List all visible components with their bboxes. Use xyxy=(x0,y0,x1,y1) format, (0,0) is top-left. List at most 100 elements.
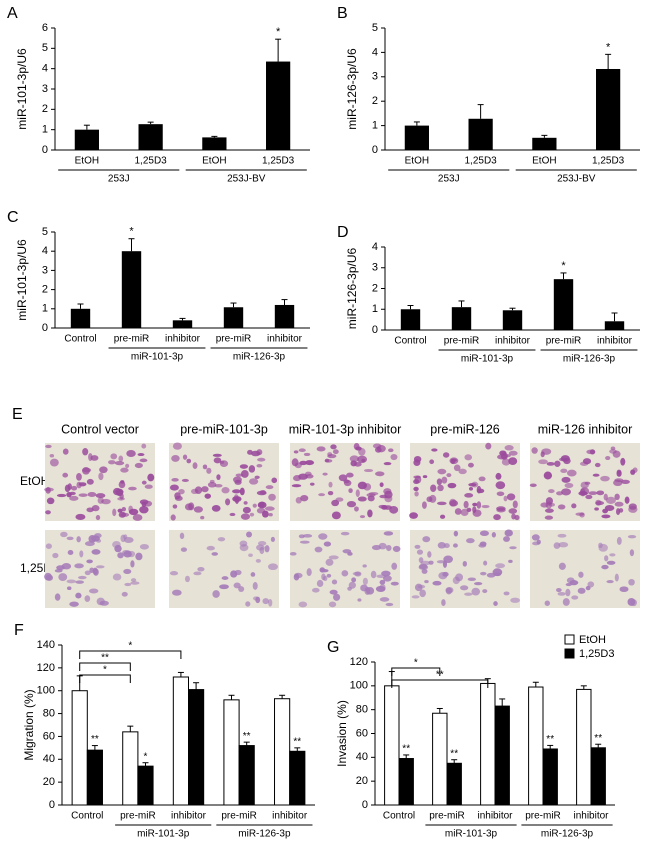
cell xyxy=(76,473,82,481)
cell xyxy=(316,579,324,588)
cell xyxy=(561,488,572,496)
y-tick-label: 2 xyxy=(42,103,48,115)
cell xyxy=(554,460,561,467)
cell xyxy=(182,454,188,460)
cell-image xyxy=(409,442,520,521)
cell xyxy=(268,493,276,501)
cell xyxy=(460,585,469,591)
y-tick-label: 4 xyxy=(372,46,378,58)
cell-image xyxy=(44,443,155,521)
cell xyxy=(243,501,248,505)
bar xyxy=(74,129,99,150)
cell xyxy=(234,569,242,576)
cell xyxy=(419,589,426,598)
cell xyxy=(414,544,421,549)
cell xyxy=(86,559,93,564)
cell xyxy=(609,553,616,557)
cell xyxy=(429,459,435,465)
cell xyxy=(630,469,636,475)
cell xyxy=(414,491,419,497)
cell xyxy=(605,496,616,504)
cell xyxy=(323,541,332,547)
cell xyxy=(171,455,180,462)
bracket-label: ** xyxy=(436,670,444,681)
cell xyxy=(413,475,421,479)
cell-image xyxy=(529,443,640,521)
cell xyxy=(62,472,69,478)
cell xyxy=(367,495,375,502)
cell xyxy=(578,571,584,578)
cell-image xyxy=(169,530,279,608)
cell xyxy=(495,481,506,490)
cell xyxy=(349,455,360,463)
cell xyxy=(510,597,520,603)
cell xyxy=(97,497,104,504)
cell xyxy=(385,544,392,552)
bar xyxy=(274,698,291,806)
cell xyxy=(248,553,253,557)
cell xyxy=(206,467,212,474)
cell xyxy=(614,493,620,501)
x-tick-label: pre-miR xyxy=(525,811,561,822)
cell xyxy=(483,560,488,566)
bar xyxy=(121,251,142,328)
cell xyxy=(379,494,388,499)
cell xyxy=(438,572,448,580)
bar xyxy=(172,320,193,328)
cell xyxy=(604,505,615,511)
cell xyxy=(54,593,61,601)
cell xyxy=(90,455,99,461)
cell xyxy=(476,501,482,509)
cell xyxy=(614,501,624,507)
cell xyxy=(124,582,132,587)
cell xyxy=(495,563,506,569)
cell xyxy=(232,489,241,494)
bar xyxy=(71,690,88,806)
x-tick-label: EtOH xyxy=(532,156,556,167)
bar xyxy=(404,125,429,150)
cell xyxy=(598,542,603,548)
cell xyxy=(624,496,630,504)
y-tick-label: 3 xyxy=(42,264,48,276)
cell xyxy=(544,515,554,520)
x-tick-label: Control xyxy=(383,811,415,822)
cell xyxy=(544,600,550,606)
cell xyxy=(219,460,229,468)
y-tick-label: 1 xyxy=(42,124,48,136)
cell xyxy=(128,508,139,516)
cell xyxy=(453,543,458,548)
cell xyxy=(556,588,562,593)
group-label: miR-126-3p xyxy=(238,829,291,840)
cell xyxy=(531,447,538,454)
cell xyxy=(82,466,91,475)
cell xyxy=(139,543,149,550)
cell xyxy=(322,575,328,581)
bar xyxy=(596,68,621,150)
cell xyxy=(66,491,72,498)
cell xyxy=(383,462,392,466)
y-tick-label: 1 xyxy=(372,120,378,132)
cell xyxy=(64,484,71,493)
y-tick-label: 0 xyxy=(372,144,378,156)
cell xyxy=(422,475,428,479)
cell xyxy=(458,468,467,475)
cell xyxy=(141,480,147,485)
cell xyxy=(476,485,482,494)
cell xyxy=(508,508,518,514)
cell xyxy=(327,491,334,496)
panel-label: B xyxy=(337,5,348,22)
significance-label: ** xyxy=(594,733,602,744)
y-axis-label: Migration (%) xyxy=(22,689,36,760)
cell xyxy=(503,591,510,596)
cell xyxy=(270,536,275,542)
cell xyxy=(606,560,616,565)
bar xyxy=(576,688,592,806)
y-tick-label: 100 xyxy=(350,680,368,692)
cell xyxy=(329,589,338,595)
panel-label: C xyxy=(7,209,19,226)
cell xyxy=(571,595,579,600)
cell xyxy=(123,568,132,575)
cell xyxy=(123,534,128,540)
cell xyxy=(452,576,460,585)
cell xyxy=(252,503,257,508)
